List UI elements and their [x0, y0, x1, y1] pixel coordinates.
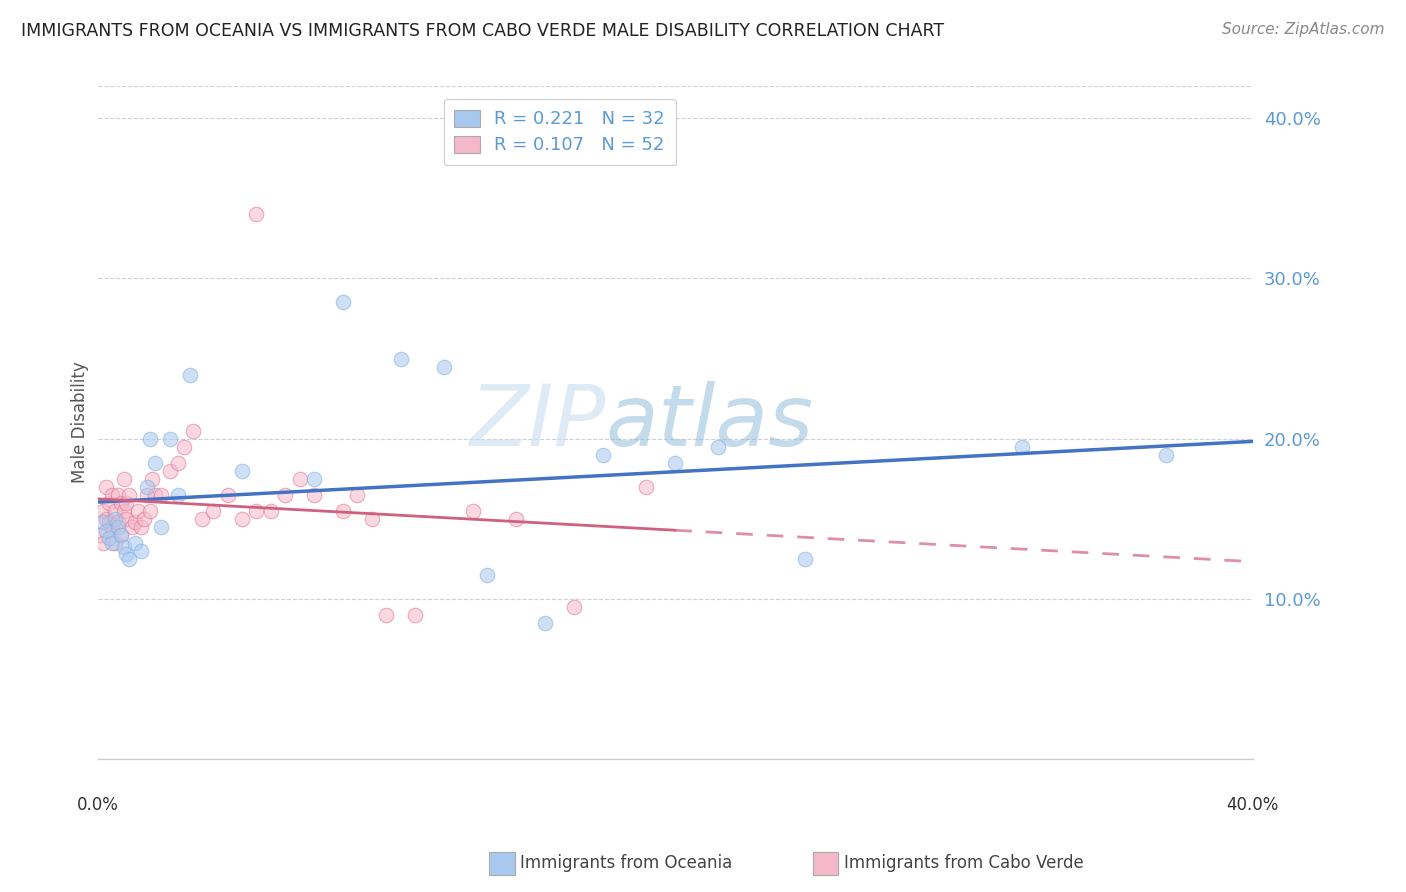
Point: [159, 464, 181, 478]
Point: [245, 207, 267, 221]
Text: Immigrants from Cabo Verde: Immigrants from Cabo Verde: [844, 855, 1084, 872]
Point: [101, 535, 124, 549]
Point: [245, 503, 267, 517]
Point: [93, 515, 115, 529]
Point: [190, 511, 212, 525]
Point: [101, 519, 124, 533]
Point: [202, 503, 225, 517]
Point: [173, 440, 195, 454]
Point: [112, 503, 135, 517]
Point: [562, 599, 585, 614]
Point: [231, 464, 253, 478]
Point: [664, 456, 686, 470]
Point: [217, 488, 239, 502]
Point: [129, 543, 152, 558]
Point: [112, 472, 135, 486]
Point: [127, 503, 149, 517]
Point: [505, 511, 527, 525]
Point: [375, 607, 398, 622]
Point: [107, 519, 129, 533]
Point: [260, 503, 283, 517]
Point: [179, 368, 201, 382]
Point: [110, 495, 132, 509]
Point: [129, 519, 152, 533]
Point: [332, 295, 354, 310]
Point: [115, 495, 138, 509]
Point: [112, 541, 135, 555]
Point: [138, 432, 160, 446]
Point: [389, 351, 412, 366]
Point: [433, 359, 456, 374]
Point: [124, 535, 146, 549]
Point: [104, 511, 127, 525]
Point: [132, 511, 155, 525]
Point: [159, 432, 181, 446]
Point: [107, 515, 129, 529]
Point: [121, 519, 143, 533]
Point: [115, 511, 138, 525]
Point: [332, 503, 354, 517]
Point: [636, 480, 658, 494]
Point: [135, 480, 157, 494]
Point: [110, 527, 132, 541]
Point: [138, 503, 160, 517]
Point: [707, 440, 730, 454]
Point: [135, 488, 157, 502]
Point: [104, 503, 127, 517]
Text: 40.0%: 40.0%: [1226, 796, 1279, 814]
Text: Immigrants from Oceania: Immigrants from Oceania: [520, 855, 733, 872]
Point: [404, 607, 426, 622]
Text: Source: ZipAtlas.com: Source: ZipAtlas.com: [1222, 22, 1385, 37]
Point: [302, 472, 325, 486]
Point: [477, 567, 499, 582]
Point: [167, 456, 190, 470]
Point: [115, 547, 138, 561]
Legend: R = 0.221   N = 32, R = 0.107   N = 52: R = 0.221 N = 32, R = 0.107 N = 52: [444, 99, 676, 165]
Point: [98, 495, 121, 509]
Point: [302, 488, 325, 502]
Point: [150, 519, 173, 533]
Point: [143, 488, 166, 502]
Point: [98, 515, 121, 529]
Text: 0.0%: 0.0%: [77, 796, 118, 814]
Y-axis label: Male Disability: Male Disability: [72, 361, 89, 483]
Point: [1011, 440, 1033, 454]
Text: ZIP: ZIP: [470, 381, 606, 464]
Point: [181, 424, 204, 438]
Point: [110, 527, 132, 541]
Point: [107, 488, 129, 502]
Point: [794, 551, 817, 566]
Point: [1154, 448, 1177, 462]
Point: [592, 448, 614, 462]
Point: [274, 488, 297, 502]
Point: [118, 488, 141, 502]
Point: [104, 535, 127, 549]
Point: [118, 551, 141, 566]
Point: [534, 615, 557, 630]
Point: [346, 488, 368, 502]
Text: IMMIGRANTS FROM OCEANIA VS IMMIGRANTS FROM CABO VERDE MALE DISABILITY CORRELATIO: IMMIGRANTS FROM OCEANIA VS IMMIGRANTS FR…: [21, 22, 945, 40]
Point: [461, 503, 484, 517]
Text: atlas: atlas: [606, 381, 814, 464]
Point: [167, 488, 190, 502]
Point: [101, 488, 124, 502]
Point: [288, 472, 311, 486]
Point: [141, 472, 163, 486]
Point: [93, 503, 115, 517]
Point: [96, 524, 118, 539]
Point: [93, 535, 115, 549]
Point: [150, 488, 173, 502]
Point: [96, 511, 118, 525]
Point: [89, 527, 111, 541]
Point: [124, 515, 146, 529]
Point: [231, 511, 253, 525]
Point: [98, 531, 121, 545]
Point: [361, 511, 384, 525]
Point: [143, 456, 166, 470]
Point: [96, 480, 118, 494]
